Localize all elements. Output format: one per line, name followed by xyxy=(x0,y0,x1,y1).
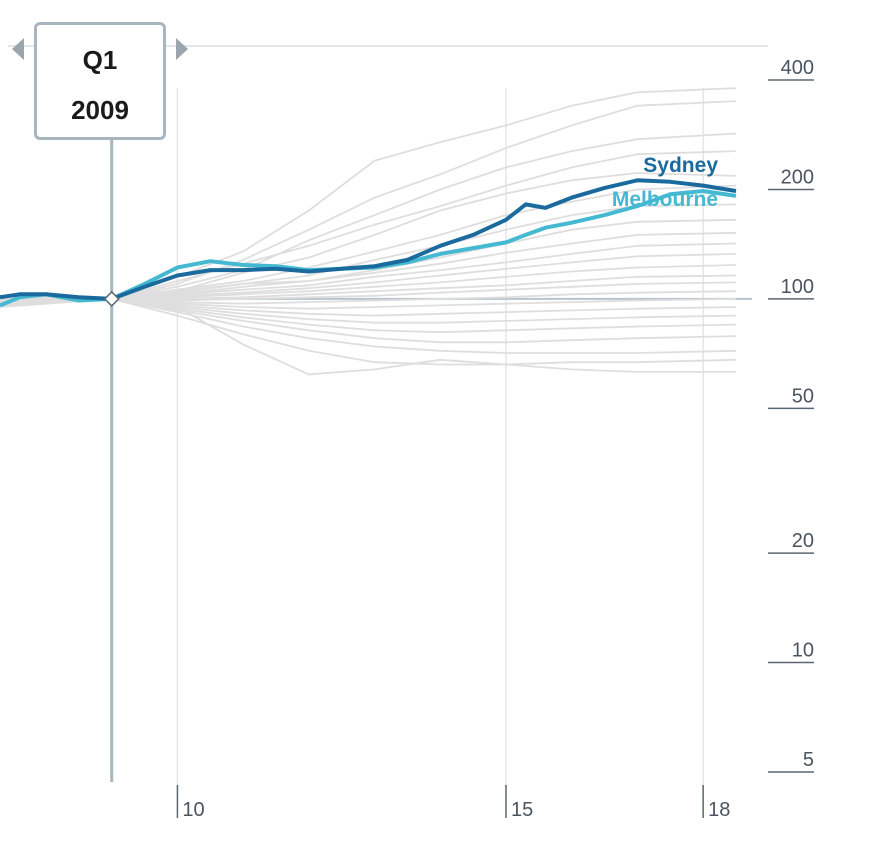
y-axis: 400 200 100 50 20 10 5 xyxy=(768,57,814,773)
previous-quarter-arrow-icon[interactable] xyxy=(12,38,24,60)
y-tick-label: 50 xyxy=(792,385,814,407)
x-tick-label: 18 xyxy=(708,799,730,821)
next-quarter-arrow-icon[interactable] xyxy=(176,38,188,60)
y-tick-label: 10 xyxy=(792,640,814,662)
y-tick-label: 20 xyxy=(792,530,814,552)
series-labels: Sydney Melbourne xyxy=(612,154,718,211)
marker-quarter: Q1 xyxy=(82,45,118,75)
scrubber-point xyxy=(103,290,120,307)
x-tick-label: 15 xyxy=(511,799,533,821)
marker-year: 2009 xyxy=(71,95,129,125)
y-tick-label: 200 xyxy=(781,166,814,188)
x-tick-label: 10 xyxy=(182,799,204,821)
y-tick-label: 5 xyxy=(803,749,814,771)
date-marker-box[interactable]: Q1 2009 xyxy=(34,22,166,140)
sydney-label: Sydney xyxy=(643,154,718,177)
melbourne-label: Melbourne xyxy=(612,188,718,211)
y-tick-label: 100 xyxy=(781,276,814,298)
x-axis: 10 15 18 xyxy=(176,785,730,821)
y-tick-label: 400 xyxy=(781,57,814,79)
